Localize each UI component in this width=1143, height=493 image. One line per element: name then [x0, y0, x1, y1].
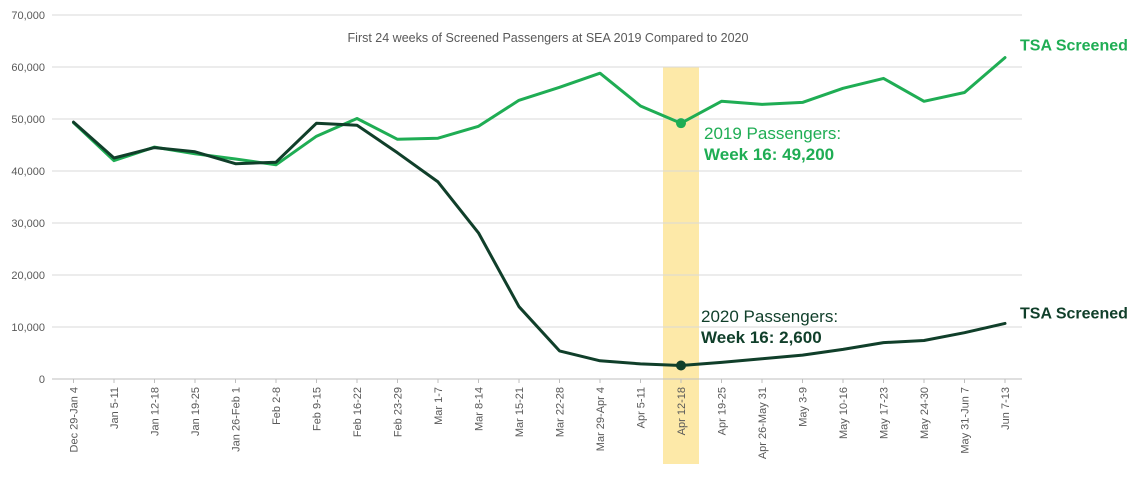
x-tick-label: Feb 9-15 — [312, 387, 324, 431]
highlight-point-2020 — [676, 360, 686, 371]
annotation-title-2019: 2019 Passengers: — [704, 124, 841, 143]
highlight-point-2019 — [676, 118, 686, 129]
y-tick-label: 0 — [39, 374, 45, 386]
x-tick-label: Mar 15-21 — [514, 387, 526, 437]
series-line-2020 — [72, 120, 1007, 367]
x-tick-label: Apr 19-25 — [717, 387, 729, 435]
annotations: TSA Screened TSA Screened 2019 Passengers:… — [701, 38, 1128, 347]
y-tick-label: 10,000 — [11, 322, 45, 334]
y-tick-label: 50,000 — [11, 114, 45, 126]
x-tick-label: May 31-Jun 7 — [960, 387, 972, 454]
x-tick-label: Apr 26-May 31 — [757, 387, 769, 459]
x-tick-label: Jan 5-11 — [109, 387, 121, 429]
y-tick-label: 40,000 — [11, 166, 45, 178]
x-tick-label: Dec 29-Jan 4 — [69, 387, 81, 452]
series-end-label-2020: TSA Screened — [1020, 305, 1128, 322]
series-line-2019 — [72, 56, 1007, 167]
x-tick-label: May 10-16 — [838, 387, 850, 439]
x-axis: Dec 29-Jan 4 Jan 5-11 Jan 12-18 Jan 19-25 Ja… — [69, 379, 1012, 459]
series — [72, 56, 1007, 371]
annotation-value-2020: Week 16: 2,600 — [701, 328, 822, 347]
x-tick-label: Apr 12-18 — [676, 387, 688, 435]
x-tick-label: Feb 16-22 — [352, 387, 364, 437]
annotation-title-2020: 2020 Passengers: — [701, 307, 838, 326]
x-tick-label: May 17-23 — [879, 387, 891, 439]
x-tick-label: Feb 2-8 — [271, 387, 283, 425]
highlight-band — [663, 67, 699, 464]
x-tick-label: May 24-30 — [919, 387, 931, 439]
x-tick-label: Jan 19-25 — [190, 387, 202, 436]
x-tick-label: Mar 8-14 — [474, 387, 486, 431]
chart-title: First 24 weeks of Screened Passengers at… — [348, 31, 749, 45]
annotation-value-2019: Week 16: 49,200 — [704, 145, 834, 164]
y-axis: 0 10,000 20,000 30,000 40,000 50,000 60,000 70,… — [11, 10, 45, 386]
x-tick-label: Apr 5-11 — [636, 387, 648, 428]
x-tick-label: Feb 23-29 — [393, 387, 405, 437]
y-tick-label: 70,000 — [11, 10, 45, 22]
x-tick-label: May 3-9 — [798, 387, 810, 427]
x-tick-label: Mar 22-28 — [555, 387, 567, 437]
x-tick-label: Mar 1-7 — [433, 387, 445, 425]
y-tick-label: 60,000 — [11, 62, 45, 74]
x-tick-label: Mar 29-Apr 4 — [595, 387, 607, 451]
y-tick-label: 30,000 — [11, 218, 45, 230]
y-tick-label: 20,000 — [11, 270, 45, 282]
x-tick-label: Jan 12-18 — [150, 387, 162, 436]
series-end-label-2019: TSA Screened — [1020, 38, 1128, 55]
x-tick-label: Jan 26-Feb 1 — [231, 387, 243, 452]
x-tick-label: Jun 7-13 — [1000, 387, 1012, 430]
